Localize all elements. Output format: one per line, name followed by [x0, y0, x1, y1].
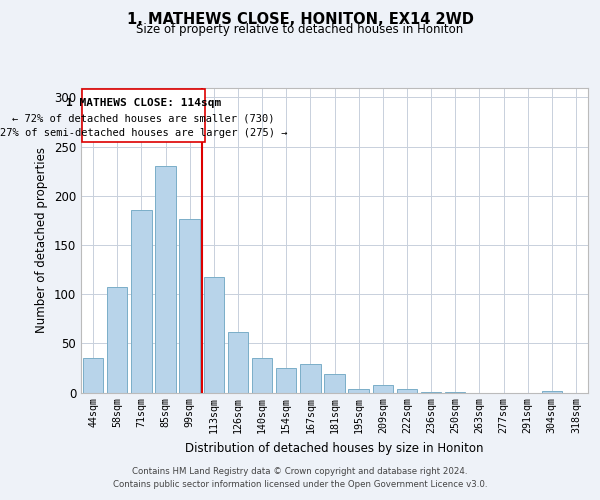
Bar: [179, 220, 200, 392]
Text: 27% of semi-detached houses are larger (275) →: 27% of semi-detached houses are larger (…: [0, 128, 287, 138]
Bar: [83, 358, 103, 392]
Text: Contains public sector information licensed under the Open Government Licence v3: Contains public sector information licen…: [113, 480, 487, 489]
Bar: [324, 374, 345, 392]
Bar: [276, 368, 296, 392]
Bar: [252, 358, 272, 392]
Bar: [373, 384, 393, 392]
Bar: [227, 332, 248, 392]
Text: 1, MATHEWS CLOSE, HONITON, EX14 2WD: 1, MATHEWS CLOSE, HONITON, EX14 2WD: [127, 12, 473, 28]
Bar: [349, 388, 369, 392]
Bar: [131, 210, 152, 392]
Bar: [107, 287, 127, 393]
Bar: [203, 278, 224, 392]
Text: 1 MATHEWS CLOSE: 114sqm: 1 MATHEWS CLOSE: 114sqm: [66, 98, 221, 108]
Y-axis label: Number of detached properties: Number of detached properties: [35, 147, 49, 333]
Bar: [300, 364, 320, 392]
Text: Size of property relative to detached houses in Honiton: Size of property relative to detached ho…: [136, 24, 464, 36]
Text: Contains HM Land Registry data © Crown copyright and database right 2024.: Contains HM Land Registry data © Crown c…: [132, 467, 468, 476]
FancyBboxPatch shape: [82, 90, 205, 142]
Bar: [155, 166, 176, 392]
Bar: [542, 390, 562, 392]
X-axis label: Distribution of detached houses by size in Honiton: Distribution of detached houses by size …: [185, 442, 484, 454]
Bar: [397, 388, 417, 392]
Text: ← 72% of detached houses are smaller (730): ← 72% of detached houses are smaller (73…: [12, 113, 275, 123]
